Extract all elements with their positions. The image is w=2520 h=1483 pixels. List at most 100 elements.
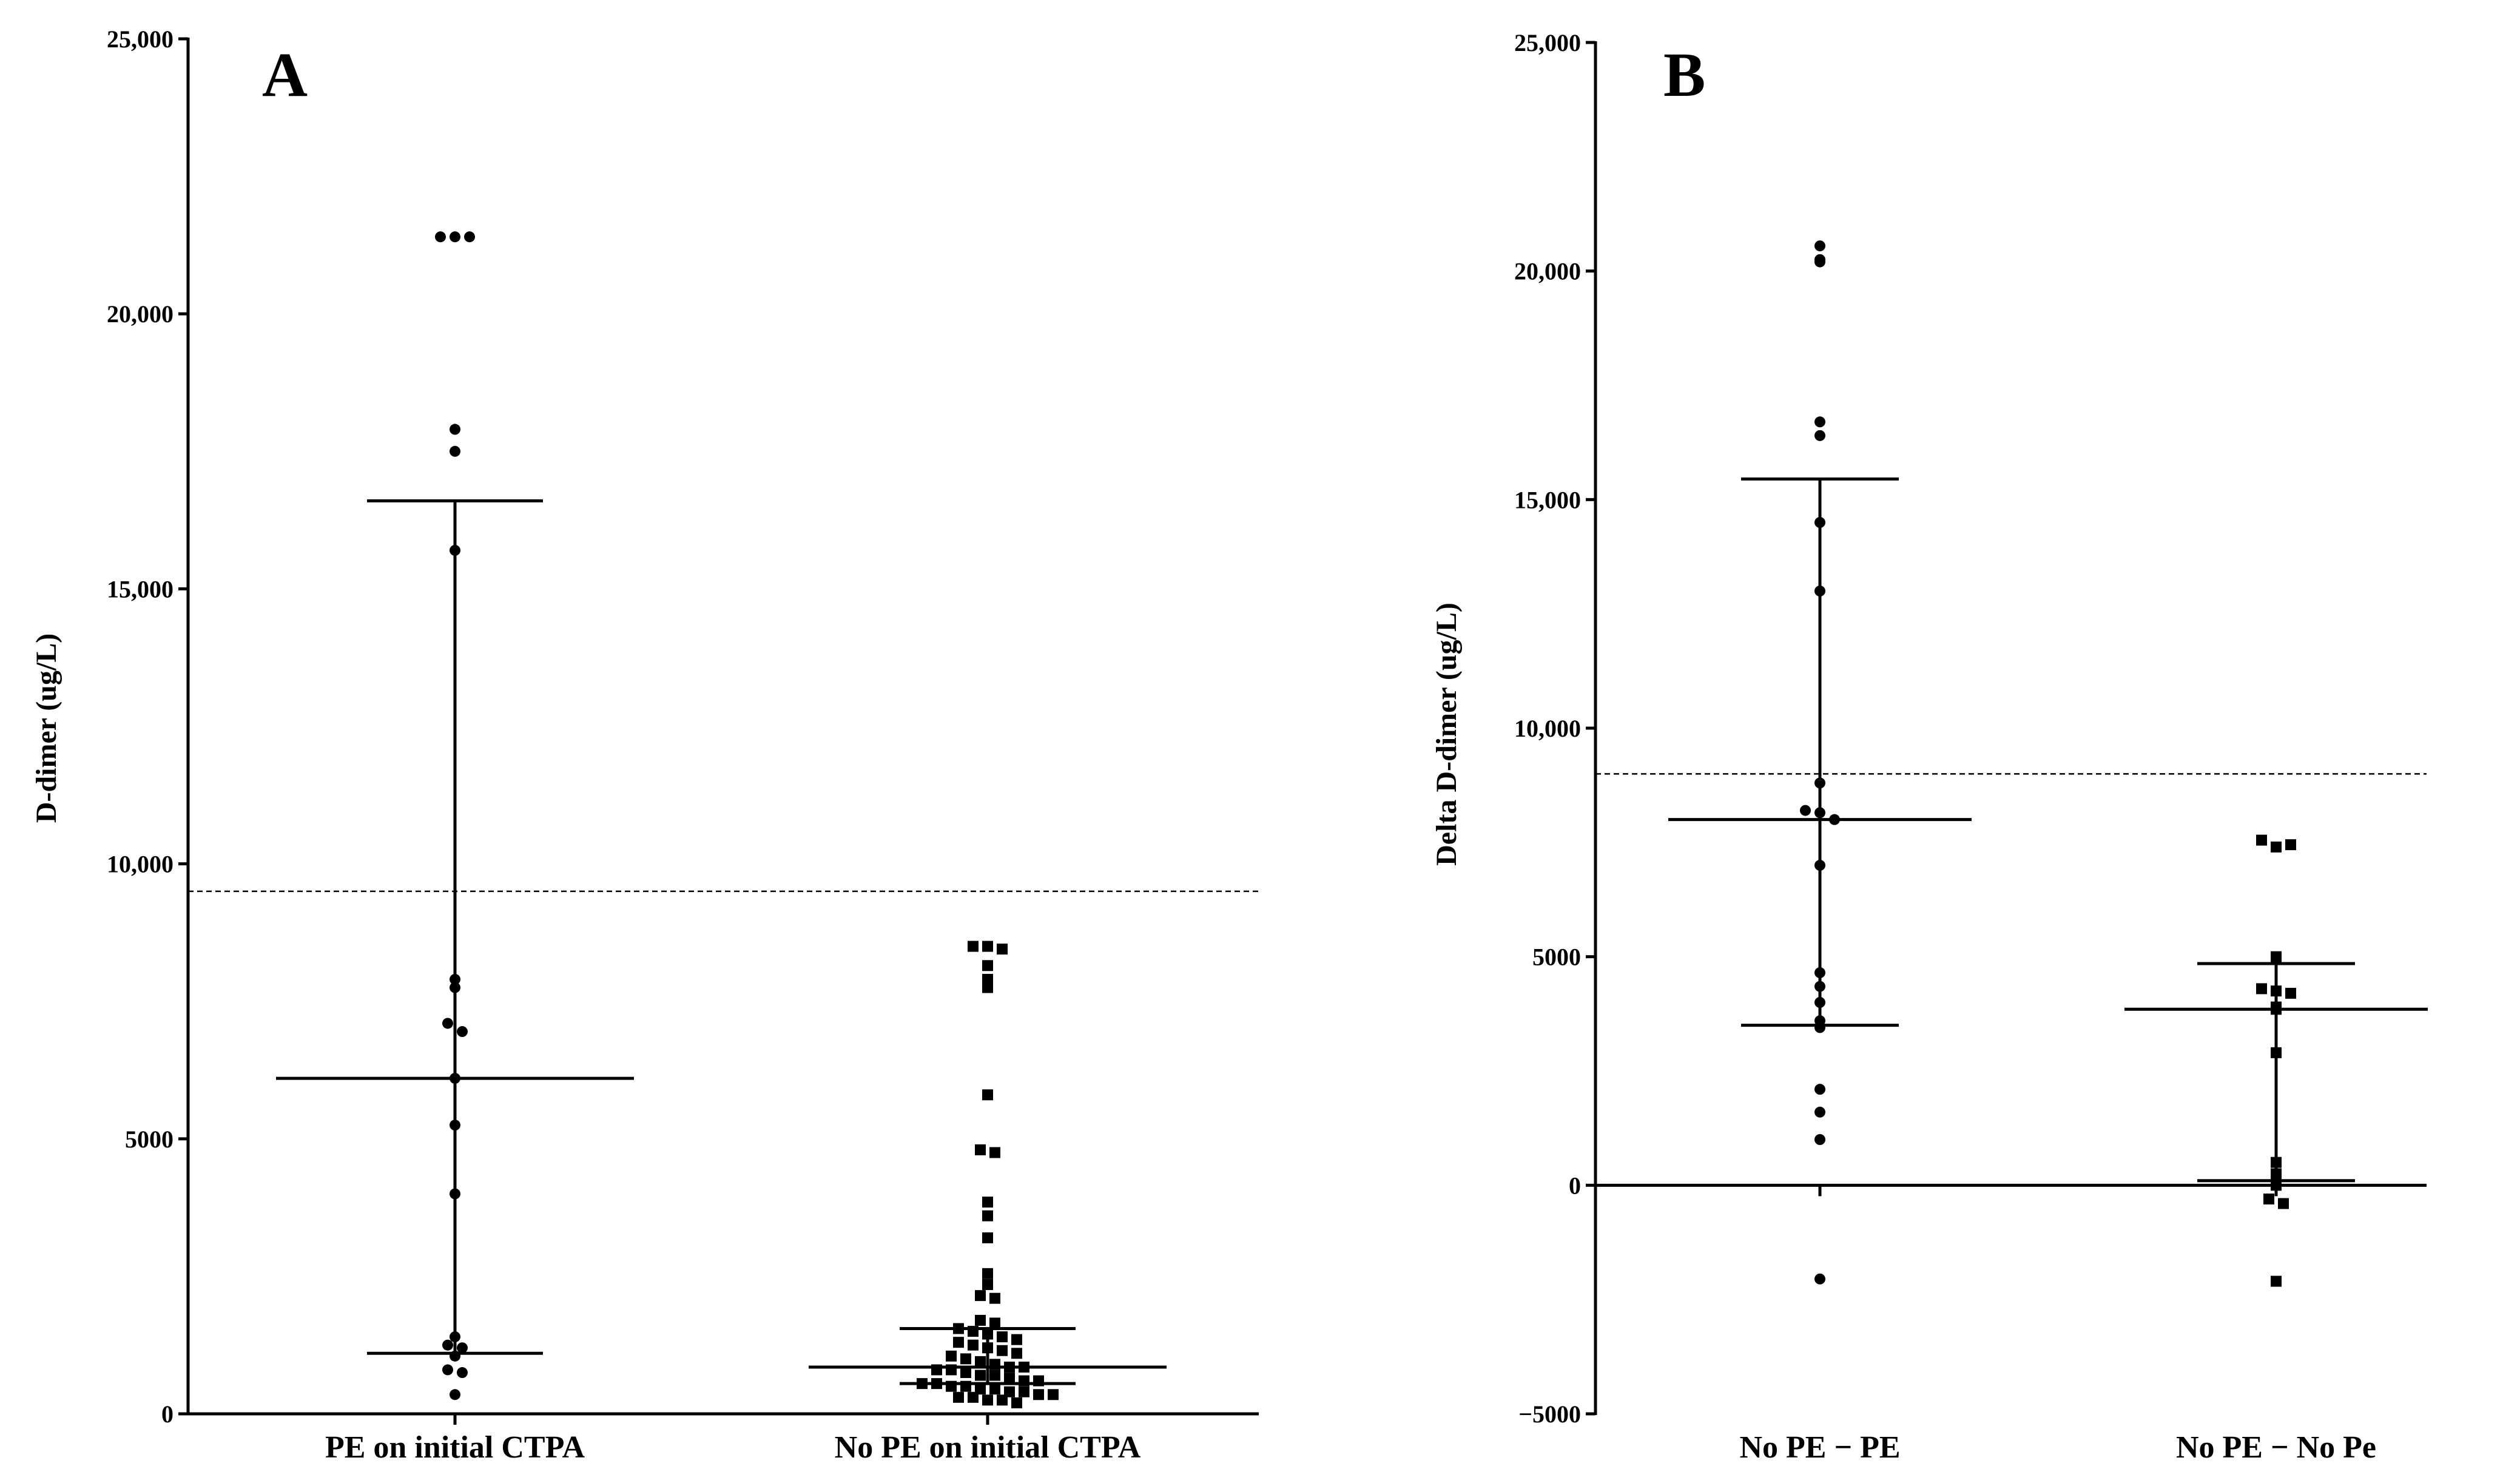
data-point-square: [1004, 1373, 1015, 1384]
data-point-square: [946, 1380, 957, 1392]
data-point-circle: [450, 973, 460, 985]
data-point-square: [997, 1394, 1008, 1406]
data-point-circle: [442, 1018, 453, 1029]
data-point-square: [975, 1314, 986, 1326]
data-point-circle: [450, 424, 460, 435]
data-point-square: [2256, 983, 2267, 995]
panel-b-y-tick-label: 0: [1569, 1172, 1581, 1199]
data-point-circle: [435, 231, 446, 243]
data-point-circle: [450, 1389, 460, 1400]
data-point-square: [1019, 1386, 1029, 1397]
data-point-square: [1004, 1386, 1015, 1397]
data-point-square: [982, 973, 993, 985]
data-point-square: [975, 1290, 986, 1302]
data-point-circle: [450, 1350, 460, 1362]
data-point-circle: [1814, 416, 1825, 428]
data-point-square: [982, 1089, 993, 1101]
data-point-square: [953, 1337, 964, 1348]
data-point-square: [1011, 1348, 1022, 1359]
data-point-square: [989, 1292, 1000, 1304]
panel-a-y-tick-label: 15,000: [107, 575, 174, 603]
data-point-square: [968, 1326, 979, 1337]
data-point-circle: [1814, 586, 1825, 596]
data-point-circle: [450, 1073, 460, 1084]
data-point-circle: [1814, 967, 1825, 979]
panel-a-category-label: PE on initial CTPA: [325, 1430, 585, 1465]
data-point-circle: [1814, 997, 1825, 1008]
panel-a-y-tick-label: 5000: [125, 1126, 174, 1153]
data-point-square: [931, 1364, 942, 1376]
data-point-square: [1004, 1361, 1015, 1373]
data-point-circle: [457, 1026, 468, 1038]
data-point-circle: [450, 544, 460, 556]
data-point-square: [953, 1391, 964, 1403]
data-point-square: [2256, 834, 2267, 846]
data-point-square: [1033, 1389, 1044, 1400]
data-point-circle: [442, 1339, 453, 1351]
data-point-circle: [1814, 860, 1825, 871]
data-point-circle: [1829, 814, 1840, 825]
data-point-square: [931, 1378, 942, 1390]
data-point-square: [982, 1328, 993, 1340]
data-point-square: [960, 1353, 971, 1365]
data-point-circle: [1814, 777, 1825, 789]
panel-a-y-tick-label: 25,000: [107, 25, 174, 53]
data-point-square: [2271, 1004, 2282, 1015]
panel-b-y-tick-label: −5000: [1518, 1400, 1581, 1428]
data-point-square: [982, 1232, 993, 1243]
data-point-circle: [442, 1364, 453, 1376]
data-point-circle: [457, 1342, 468, 1354]
data-point-square: [997, 944, 1008, 955]
data-point-square: [997, 1331, 1008, 1343]
data-point-circle: [450, 445, 460, 457]
data-point-square: [968, 1339, 979, 1351]
data-point-square: [960, 1367, 971, 1379]
data-point-circle: [464, 231, 475, 243]
data-point-square: [982, 1268, 993, 1279]
panel-a-label: A: [262, 40, 308, 110]
panel-b: B Delta D-dimer (ug/L) −5000 0 5000 10,000 1…: [1430, 29, 2428, 1465]
data-point-square: [982, 941, 993, 952]
data-point-square: [917, 1378, 928, 1390]
panel-b-y-tick-label: 25,000: [1514, 29, 1581, 56]
data-point-circle: [450, 231, 460, 243]
data-point-square: [1019, 1361, 1029, 1373]
data-point-circle: [450, 982, 460, 993]
data-point-square: [1019, 1375, 1029, 1387]
panel-a-y-tick-label: 20,000: [107, 300, 174, 328]
data-point-square: [975, 1356, 986, 1367]
data-point-square: [989, 1383, 1000, 1395]
data-point-square: [2285, 987, 2296, 999]
data-point-square: [2271, 1275, 2282, 1287]
data-point-circle: [1814, 1106, 1825, 1118]
data-point-circle: [1814, 430, 1825, 441]
data-point-square: [960, 1380, 971, 1392]
data-point-circle: [1814, 517, 1825, 528]
data-point-square: [953, 1323, 964, 1334]
data-point-square: [2271, 1047, 2282, 1058]
panel-b-label: B: [1663, 40, 1705, 110]
data-point-square: [2271, 1168, 2282, 1180]
panel-b-y-tick-label: 20,000: [1514, 258, 1581, 285]
data-point-square: [975, 1370, 986, 1381]
data-point-circle: [1814, 1084, 1825, 1095]
data-point-square: [2263, 1193, 2274, 1204]
data-point-square: [989, 1147, 1000, 1158]
panel-a: A D-dimer (ug/L) 0 5000 10,000 15,000 20,000…: [30, 25, 1259, 1465]
data-point-square: [997, 1345, 1008, 1356]
data-point-circle: [450, 1188, 460, 1200]
data-point-square: [982, 960, 993, 971]
panel-b-category-label: No PE − PE: [1739, 1430, 1900, 1465]
data-point-circle: [1814, 256, 1825, 268]
panel-a-category-label: No PE on initial CTPA: [835, 1430, 1141, 1465]
data-point-square: [2271, 951, 2282, 962]
data-point-square: [2271, 1180, 2282, 1191]
panel-b-y-tick-label: 5000: [1532, 944, 1581, 971]
data-point-circle: [457, 1367, 468, 1379]
data-point-square: [982, 1210, 993, 1221]
data-point-square: [982, 1279, 993, 1290]
panel-b-y-tick-label: 15,000: [1514, 486, 1581, 513]
panel-b-category-label: No PE − No Pe: [2176, 1430, 2376, 1465]
data-point-circle: [1814, 807, 1825, 819]
